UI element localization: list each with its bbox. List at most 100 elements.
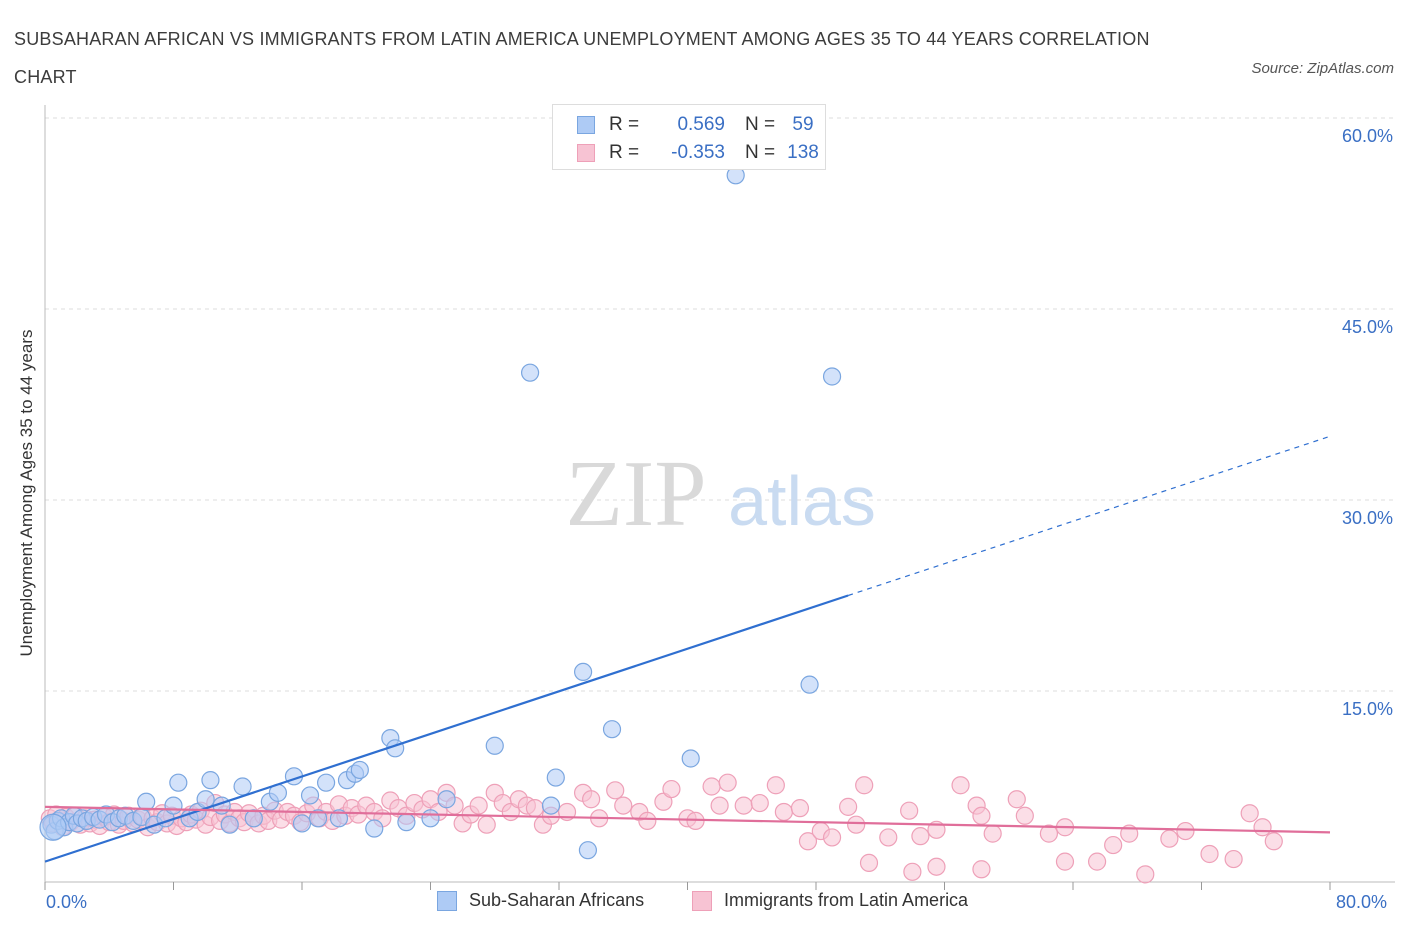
latin-america-point bbox=[927, 857, 946, 876]
subsaharan-point bbox=[164, 796, 183, 815]
y-tick-label: 15.0% bbox=[1342, 699, 1393, 719]
latin-america-point bbox=[582, 790, 601, 809]
latin-america-point bbox=[911, 827, 930, 846]
subsaharan-point bbox=[292, 814, 312, 833]
y-tick-label: 45.0% bbox=[1342, 317, 1393, 337]
watermark-zip: ZIP bbox=[566, 442, 707, 546]
legend-r-value: 0.569 bbox=[677, 114, 725, 135]
latin-america-point bbox=[879, 828, 898, 847]
latin-america-point bbox=[1176, 821, 1195, 841]
latin-america-point bbox=[525, 799, 545, 818]
grid-lines bbox=[45, 117, 1395, 692]
latin-america-point bbox=[702, 777, 721, 796]
subsaharan-point bbox=[681, 749, 700, 768]
source-label: Source: ZipAtlas.com bbox=[1251, 60, 1394, 77]
subsaharan-point bbox=[196, 790, 215, 809]
latin-america-point bbox=[662, 779, 681, 799]
legend-n-label: N = bbox=[745, 114, 776, 135]
axes bbox=[44, 105, 1395, 890]
subsaharan-point bbox=[541, 796, 561, 815]
subsaharan-point bbox=[300, 786, 320, 805]
legend-swatch-subsaharan bbox=[577, 116, 595, 134]
legend-r-label: R = bbox=[609, 114, 640, 135]
latin-america-point bbox=[1136, 865, 1155, 884]
latin-america-point bbox=[972, 806, 991, 825]
latin-america-point bbox=[1055, 852, 1075, 871]
latin-america-point bbox=[798, 832, 818, 851]
latin-america-point bbox=[1087, 852, 1107, 871]
subsaharan-point bbox=[397, 813, 416, 832]
subsaharan-point bbox=[329, 809, 349, 828]
subsaharan-point bbox=[822, 367, 842, 386]
latin-america-point bbox=[477, 815, 496, 834]
legend-swatch-latin-america bbox=[577, 144, 595, 162]
subsaharan-point bbox=[365, 819, 384, 838]
latin-america-point bbox=[638, 811, 657, 830]
latin-america-point bbox=[855, 776, 874, 795]
subsaharan-point bbox=[308, 809, 328, 828]
subsaharan-point bbox=[233, 777, 252, 796]
latin-america-point bbox=[951, 776, 970, 795]
legend-r-value: -0.353 bbox=[671, 142, 725, 163]
latin-america-point bbox=[750, 793, 769, 813]
subsaharan-point bbox=[520, 363, 540, 382]
latin-america-point bbox=[1160, 829, 1179, 848]
legend-row-latin-america: R = -0.353 N = 138 bbox=[577, 139, 823, 167]
legend-r-label: R = bbox=[609, 142, 640, 163]
y-tick-labels: 15.0% 30.0% 45.0% 60.0% bbox=[1342, 126, 1393, 719]
subsaharan-point bbox=[220, 815, 239, 834]
y-tick-label: 30.0% bbox=[1342, 508, 1393, 528]
trend-line-subsaharan bbox=[44, 594, 849, 863]
trend-line-subsaharan-extrapolated bbox=[847, 435, 1331, 597]
latin-america-point bbox=[790, 799, 810, 818]
bottom-legend-latin-america: Immigrants from Latin America bbox=[692, 890, 968, 911]
subsaharan-point bbox=[39, 813, 67, 841]
subsaharan-point bbox=[137, 792, 156, 811]
latin-america-point bbox=[903, 862, 922, 881]
subsaharan-point bbox=[201, 771, 220, 790]
latin-america-point bbox=[1224, 849, 1243, 869]
bottom-legend-swatch-latin-america bbox=[692, 890, 712, 911]
latin-america-point bbox=[606, 781, 625, 800]
latin-america-point bbox=[847, 815, 866, 834]
subsaharan-point bbox=[350, 760, 369, 780]
x-tick-max: 80.0% bbox=[1336, 892, 1388, 912]
legend-n-value: 59 bbox=[792, 114, 814, 135]
subsaharan-point bbox=[800, 675, 819, 694]
latin-america-point bbox=[972, 860, 991, 879]
latin-america-point bbox=[766, 776, 785, 795]
legend-n-label: N = bbox=[745, 142, 776, 163]
latin-america-point bbox=[734, 796, 753, 815]
subsaharan-point bbox=[573, 662, 593, 682]
subsaharan-point bbox=[421, 809, 440, 828]
subsaharan-point bbox=[169, 773, 188, 792]
watermark-atlas: atlas bbox=[728, 462, 876, 540]
latin-america-point bbox=[822, 828, 842, 847]
latin-america-point bbox=[1264, 832, 1283, 851]
bottom-legend-label-subsaharan: Sub-Saharan Africans bbox=[469, 890, 645, 910]
subsaharan-point bbox=[485, 736, 504, 755]
y-tick-label: 60.0% bbox=[1342, 126, 1393, 146]
latin-america-point bbox=[469, 796, 488, 815]
subsaharan-point bbox=[244, 809, 263, 828]
bottom-legend-subsaharan: Sub-Saharan Africans bbox=[437, 890, 644, 911]
latin-america-point bbox=[710, 796, 729, 815]
trend-line-latin-america bbox=[44, 805, 1331, 834]
legend-row-subsaharan: R = 0.569 N = 59 bbox=[577, 111, 823, 139]
latin-america-point bbox=[1039, 824, 1059, 843]
latin-america-point bbox=[1104, 835, 1123, 855]
latin-america-point bbox=[1015, 806, 1034, 825]
watermark: ZIP atlas bbox=[566, 442, 876, 546]
latin-america-point bbox=[1253, 818, 1272, 837]
bottom-legend-swatch-subsaharan bbox=[437, 890, 457, 911]
series-subsaharan-points bbox=[39, 166, 842, 860]
latin-america-point bbox=[774, 802, 793, 822]
latin-america-point bbox=[614, 796, 633, 815]
subsaharan-point bbox=[316, 773, 336, 792]
bottom-legend-label-latin-america: Immigrants from Latin America bbox=[724, 890, 969, 910]
latin-america-point bbox=[859, 853, 879, 873]
latin-america-point bbox=[718, 773, 737, 792]
legend: R = 0.569 N = 59 R = -0.353 N = 138 bbox=[552, 104, 826, 170]
chart-title: SUBSAHARAN AFRICAN VS IMMIGRANTS FROM LA… bbox=[14, 29, 1150, 87]
